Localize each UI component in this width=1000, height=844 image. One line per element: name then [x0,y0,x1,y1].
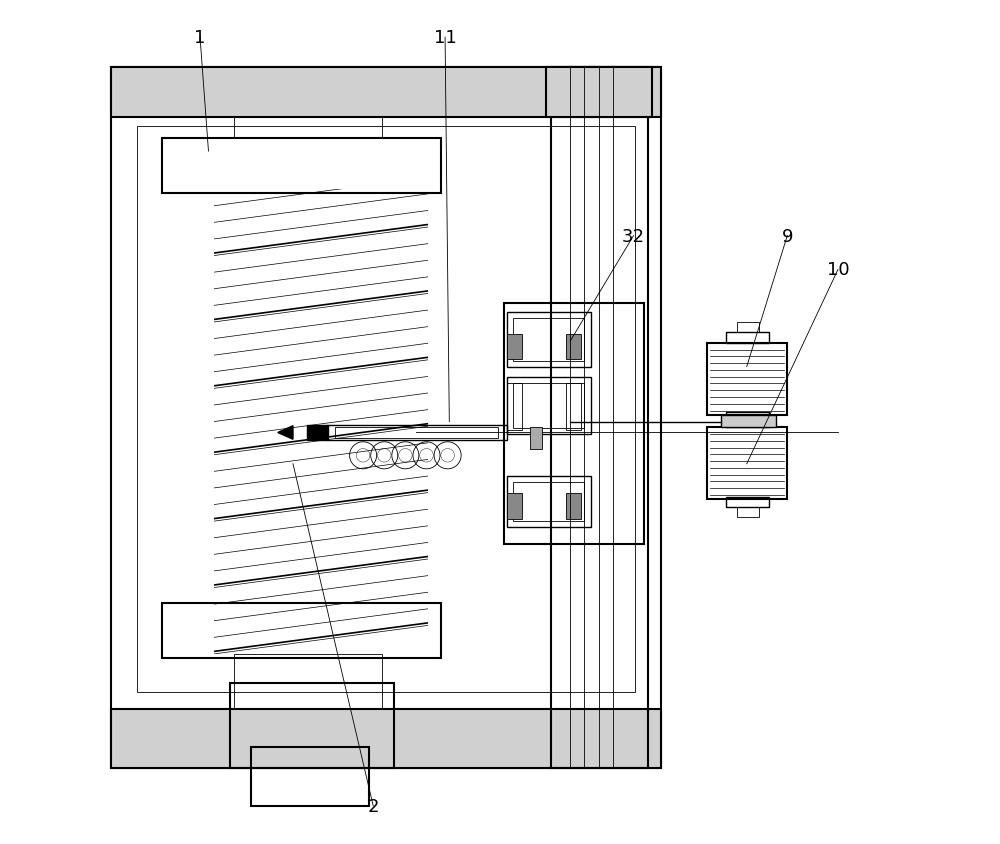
Bar [721,415,776,428]
Text: 1: 1 [194,29,206,47]
Bar [234,118,382,139]
Bar [737,322,759,333]
Polygon shape [278,426,293,440]
Bar [513,319,584,361]
Bar [513,383,584,429]
Bar [111,68,661,768]
Bar [507,477,591,528]
Bar [566,494,581,519]
Bar [111,68,661,118]
Bar [507,334,522,360]
Bar [726,497,769,507]
Text: 2: 2 [367,797,379,815]
Bar [137,127,635,692]
Bar [230,684,394,768]
Bar [707,428,787,500]
Bar [507,377,591,435]
Bar [566,334,581,360]
Bar [307,425,328,441]
Bar [726,413,769,423]
Bar [504,304,644,544]
Text: 9: 9 [782,227,793,246]
Bar [507,312,591,367]
Bar [327,425,507,441]
Bar [251,747,369,806]
Bar [507,384,522,430]
Bar [546,68,652,118]
Bar [111,709,661,768]
Bar [234,654,382,709]
Text: 10: 10 [827,261,849,279]
Bar [513,483,584,522]
Bar [726,417,769,428]
Bar [726,333,769,344]
Bar [707,344,787,415]
Text: 32: 32 [622,227,645,246]
Bar [162,139,441,194]
Bar [566,384,581,430]
Bar [737,507,759,517]
Bar [507,494,522,519]
Bar [551,68,648,768]
Text: 11: 11 [434,29,456,47]
Bar [335,428,498,438]
Bar [530,428,542,449]
Bar [162,603,441,658]
